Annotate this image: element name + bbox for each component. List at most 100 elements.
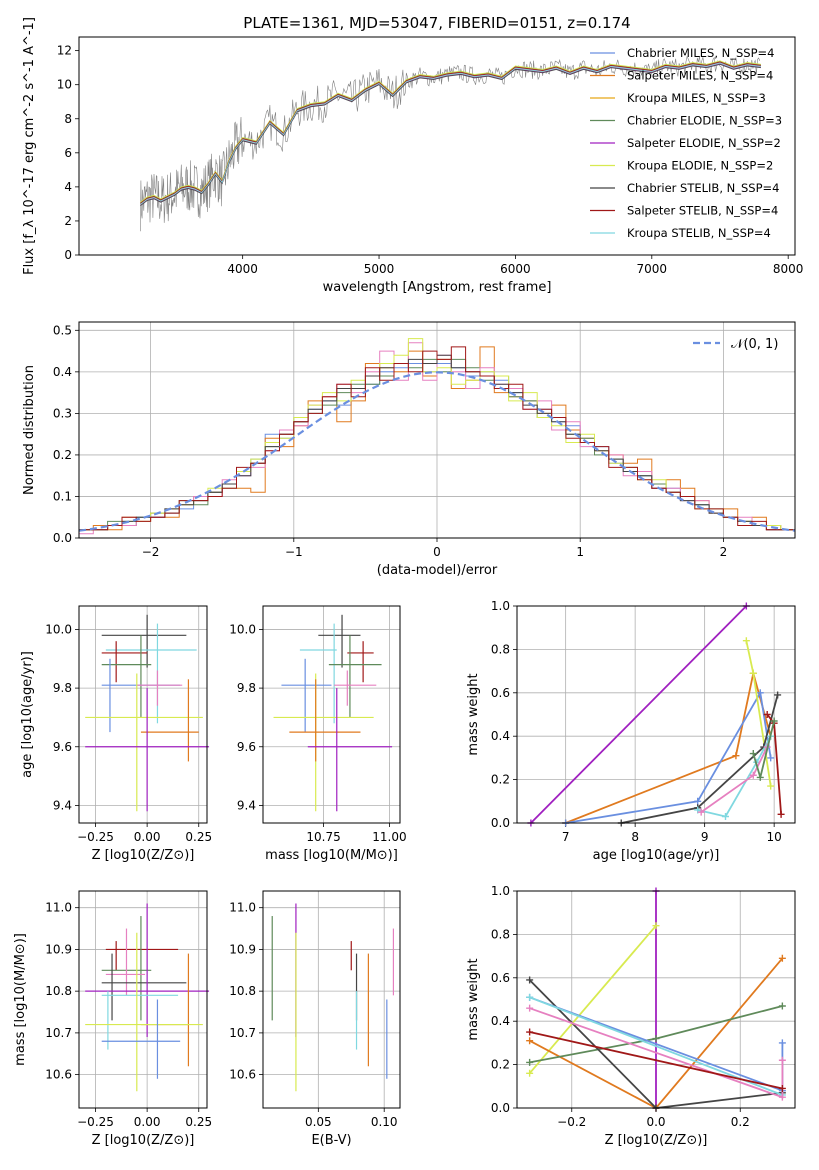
x-tick-label: 0 bbox=[433, 545, 441, 559]
mass-weight-vs-age-frame bbox=[516, 605, 796, 824]
mass-weight-vs-age-x-axis-label: age [log10(age/yr)] bbox=[593, 848, 720, 863]
error-bar-point bbox=[140, 679, 199, 762]
mass-weight-line bbox=[565, 690, 772, 824]
mass-weight-vs-z-frame bbox=[516, 890, 796, 1109]
error-bar-point bbox=[299, 623, 337, 724]
y-tick-label: 9.6 bbox=[237, 740, 256, 754]
mass-vs-z-frame bbox=[78, 890, 208, 1109]
error-bar-point bbox=[101, 999, 181, 1079]
plus-marker bbox=[778, 1002, 786, 1010]
plus-marker bbox=[778, 1039, 786, 1047]
plus-marker bbox=[749, 669, 757, 677]
plus-marker bbox=[763, 711, 771, 718]
x-tick-label: 4000 bbox=[227, 262, 258, 276]
panel-mass-weight-vs-age: 7 8 9 10 0.0 0.2 0.4 0.6 0.8 1.0 age [log10(age/yr… bbox=[466, 599, 796, 863]
plus-marker bbox=[652, 1035, 660, 1043]
y-tick-label: 10.0 bbox=[229, 622, 256, 636]
y-tick-label: 9.4 bbox=[237, 798, 256, 812]
x-tick-label: 0.10 bbox=[371, 1115, 398, 1129]
mass-vs-z-x-axis-label: Z [log10(Z/Z⊙)] bbox=[92, 1133, 195, 1148]
age-vs-z-x-axis-label: Z [log10(Z/Z⊙)] bbox=[92, 848, 195, 863]
spectrum-model-line bbox=[140, 62, 761, 205]
panel-spectrum: 4000 5000 6000 7000 8000 0 2 4 6 8 10 12 wavelength … bbox=[22, 17, 803, 295]
mass-weight-line bbox=[530, 605, 747, 824]
plus-marker bbox=[526, 1058, 534, 1066]
panel-age-vs-mass: 10.75 11.00 9.4 9.6 9.8 10.0 mass [log10(M/M⊙)… bbox=[229, 605, 407, 863]
plus-marker bbox=[742, 637, 750, 645]
age-vs-z-ticks: −0.25 0.00 0.25 9.4 9.6 9.8 10.0 bbox=[45, 606, 212, 844]
x-tick-label: −1 bbox=[285, 545, 303, 559]
y-tick-label: 0.2 bbox=[491, 773, 510, 787]
y-tick-label: 0.8 bbox=[491, 927, 510, 941]
legend-entry: Kroupa MILES, N_SSP=3 bbox=[627, 91, 766, 105]
residuals-frame bbox=[78, 321, 796, 539]
plus-marker bbox=[767, 782, 775, 790]
error-bar-point bbox=[347, 641, 374, 683]
error-bar-point bbox=[105, 941, 179, 971]
y-tick-label: 8 bbox=[64, 112, 72, 126]
y-tick-label: 0.6 bbox=[491, 971, 510, 985]
plus-marker bbox=[749, 771, 757, 779]
x-tick-label: 8 bbox=[631, 830, 639, 844]
y-tick-label: 0.6 bbox=[491, 686, 510, 700]
error-bar-point bbox=[281, 658, 332, 733]
figure-title: PLATE=1361, MJD=53047, FIBERID=0151, z=0… bbox=[243, 14, 630, 32]
x-tick-label: 8000 bbox=[773, 262, 804, 276]
error-bar-point bbox=[85, 673, 203, 812]
error-bar-point bbox=[101, 635, 152, 718]
y-tick-label: 10.0 bbox=[45, 622, 72, 636]
x-tick-label: 9 bbox=[701, 830, 709, 844]
spectrum-legend: Chabrier MILES, N_SSP=4 Salpeter MILES, N… bbox=[590, 46, 782, 240]
x-tick-label: 11.00 bbox=[372, 830, 406, 844]
histogram-series bbox=[78, 346, 795, 538]
plus-marker bbox=[526, 976, 534, 984]
legend-entry: Kroupa STELIB, N_SSP=4 bbox=[627, 226, 771, 240]
x-tick-label: −0.2 bbox=[557, 1115, 586, 1129]
x-tick-label: 2 bbox=[720, 545, 728, 559]
x-tick-label: 5000 bbox=[364, 262, 395, 276]
y-tick-label: 1.0 bbox=[491, 599, 510, 613]
mass-vs-ebv-x-axis-label: E(B-V) bbox=[311, 1133, 351, 1148]
panel-mass-vs-z: −0.25 0.00 0.25 10.6 10.7 10.8 10.9 11.0 Z [log1… bbox=[13, 890, 212, 1148]
x-tick-label: 0.0 bbox=[646, 1115, 665, 1129]
mass-weight-line bbox=[697, 735, 772, 818]
x-tick-label: 0.25 bbox=[185, 830, 212, 844]
spectrum-model-line bbox=[140, 60, 761, 203]
residuals-ticks: −2 −1 0 1 2 0.0 0.1 0.2 0.3 0.4 0.5 bbox=[53, 322, 795, 559]
age-vs-z-y-axis-label: age [log10(age/yr)] bbox=[20, 651, 35, 778]
panel-mass-weight-vs-z: −0.2 0.0 0.2 0.0 0.2 0.4 0.6 0.8 1.0 Z [log10(Z/Z… bbox=[466, 884, 796, 1148]
plus-marker bbox=[652, 922, 660, 930]
mass-weight-vs-z-ticks: −0.2 0.0 0.2 0.0 0.2 0.4 0.6 0.8 1.0 bbox=[491, 884, 795, 1129]
plus-marker bbox=[778, 954, 786, 962]
legend-entry: Chabrier STELIB, N_SSP=4 bbox=[627, 181, 779, 195]
legend-entry: 𝒩(0, 1) bbox=[731, 337, 778, 352]
plus-marker bbox=[732, 752, 740, 760]
y-tick-label: 10.6 bbox=[229, 1068, 256, 1082]
y-tick-label: 1.0 bbox=[491, 884, 510, 898]
y-tick-label: 0.5 bbox=[53, 323, 72, 337]
y-tick-label: 0.2 bbox=[491, 1058, 510, 1072]
plus-marker bbox=[722, 812, 729, 820]
plus-marker bbox=[526, 1004, 534, 1012]
legend-entry: Chabrier MILES, N_SSP=4 bbox=[627, 46, 774, 60]
y-tick-label: 10.9 bbox=[45, 942, 72, 956]
x-tick-label: 0.00 bbox=[134, 830, 161, 844]
mass-weight-vs-age-ticks: 7 8 9 10 0.0 0.2 0.4 0.6 0.8 1.0 bbox=[491, 599, 795, 844]
y-tick-label: 11.0 bbox=[229, 901, 256, 915]
x-tick-label: 1 bbox=[576, 545, 584, 559]
spectrum-frame bbox=[78, 36, 796, 256]
age-vs-z-frame bbox=[78, 605, 208, 824]
error-bar-point bbox=[101, 614, 187, 668]
mass-weight-vs-z-x-axis-label: Z [log10(Z/Z⊙)] bbox=[605, 1133, 708, 1148]
y-tick-label: 0.4 bbox=[491, 1014, 510, 1028]
plus-marker bbox=[778, 1056, 786, 1064]
y-tick-label: 0.3 bbox=[53, 406, 72, 420]
error-bar-point bbox=[307, 688, 393, 812]
y-tick-label: 10 bbox=[57, 78, 72, 92]
legend-entry: Chabrier ELODIE, N_SSP=3 bbox=[627, 114, 782, 128]
error-bar-point bbox=[328, 635, 382, 718]
mass-weight-line bbox=[528, 925, 657, 1074]
y-tick-label: 0.0 bbox=[53, 531, 72, 545]
error-bar-point bbox=[334, 670, 377, 706]
spectrum-ticks: 4000 5000 6000 7000 8000 0 2 4 6 8 10 12 bbox=[57, 44, 804, 276]
